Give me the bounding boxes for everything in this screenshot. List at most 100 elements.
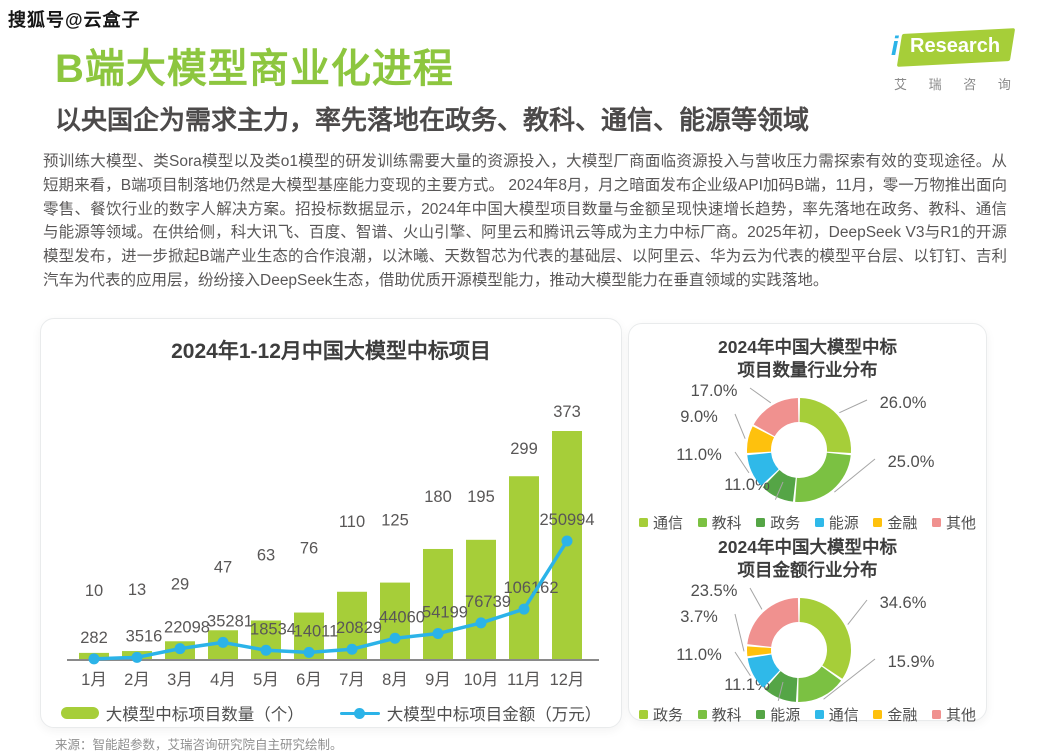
bar-value-label: 13 bbox=[128, 581, 146, 599]
donut-percent-label: 26.0% bbox=[880, 394, 927, 412]
label-leader-line bbox=[734, 651, 751, 677]
donut-slice-教科 bbox=[795, 452, 851, 502]
donut-slice-能源 bbox=[764, 671, 798, 702]
donut-legend-item: 其他 bbox=[931, 704, 976, 725]
donut-percent-label: 15.9% bbox=[888, 653, 935, 671]
bar-chart-title: 2024年1-12月中国大模型中标项目 bbox=[171, 340, 491, 363]
donut-legend-item: 能源 bbox=[814, 512, 859, 533]
bar-line-chart-card: 2024年1-12月中国大模型中标项目 10 13 29 47 63 76 110 125 18… bbox=[40, 318, 622, 728]
bar bbox=[509, 476, 539, 659]
legend-label: 教科 bbox=[711, 707, 742, 724]
bar-legend-label: 大模型中标项目数量（个） bbox=[105, 706, 304, 724]
donut-legend-item: 其他 bbox=[931, 512, 976, 533]
line-value-label: 20829 bbox=[336, 619, 382, 637]
donut-slice-政务 bbox=[799, 598, 851, 679]
x-axis-label: 2月 bbox=[124, 671, 150, 689]
legend-label: 政务 bbox=[770, 515, 801, 532]
x-axis-label: 12月 bbox=[550, 671, 585, 689]
legend-swatch bbox=[756, 518, 766, 527]
label-leader-line bbox=[734, 451, 750, 474]
line-value-label: 282 bbox=[80, 629, 108, 647]
bar bbox=[380, 582, 410, 659]
donut1-title-line2: 项目数量行业分布 bbox=[737, 360, 878, 380]
iresearch-logo-mark: i Research bbox=[888, 28, 1020, 67]
legend-label: 能源 bbox=[828, 515, 859, 532]
legend-label: 政务 bbox=[653, 707, 684, 724]
line-marker bbox=[174, 643, 186, 655]
line-value-label: 35281 bbox=[207, 612, 253, 630]
line-legend-dot bbox=[353, 707, 365, 719]
bar-value-label: 125 bbox=[381, 512, 409, 530]
line-value-label: 54199 bbox=[422, 604, 468, 622]
donut-percent-label: 11.0% bbox=[676, 446, 722, 464]
label-leader-line bbox=[834, 458, 876, 493]
donut-percent-label: 25.0% bbox=[888, 453, 935, 471]
legend-swatch bbox=[639, 710, 648, 719]
line-marker bbox=[518, 603, 530, 615]
legend-swatch bbox=[697, 710, 707, 719]
line-marker bbox=[260, 644, 272, 656]
legend-label: 其他 bbox=[945, 707, 976, 724]
line-marker bbox=[432, 628, 444, 640]
x-axis-label: 1月 bbox=[81, 671, 107, 689]
legend-label: 教科 bbox=[711, 515, 742, 532]
bar-value-label: 47 bbox=[214, 558, 232, 576]
bar-value-label: 373 bbox=[553, 403, 581, 421]
donut-legend-item: 金融 bbox=[873, 512, 917, 533]
donut-legend-item: 通信 bbox=[814, 704, 859, 725]
bar bbox=[423, 548, 453, 659]
donut1-legend: 通信 教科 政务 能源 金融 其他 bbox=[639, 512, 976, 533]
line-value-label: 44060 bbox=[379, 608, 425, 626]
donut-slice-能源 bbox=[747, 452, 779, 486]
bar-value-label: 63 bbox=[257, 546, 275, 564]
line-value-label: 76739 bbox=[465, 593, 511, 611]
label-leader-line bbox=[777, 681, 784, 702]
bar-value-label: 76 bbox=[300, 540, 318, 558]
x-axis-label: 9月 bbox=[425, 671, 451, 689]
iresearch-logo: i Research 艾 瑞 咨 询 bbox=[888, 28, 1020, 94]
bar-value-label: 195 bbox=[467, 488, 495, 506]
donut-chart-count: 26.0%25.0%11.0%11.0%9.0%17.0% bbox=[676, 382, 935, 502]
line-marker bbox=[303, 646, 315, 658]
legend-swatch bbox=[931, 518, 941, 527]
x-axis-label: 8月 bbox=[382, 671, 408, 689]
line-value-label: 106162 bbox=[503, 579, 558, 597]
bar-chart-legend: 大模型中标项目数量（个） 大模型中标项目金额（万元） bbox=[41, 701, 621, 725]
legend-label: 金融 bbox=[887, 707, 918, 724]
logo-research: Research bbox=[910, 35, 1001, 57]
body-paragraph: 预训练大模型、类Sora模型以及类o1模型的研发训练需要大量的资源投入，大模型厂… bbox=[43, 153, 1007, 289]
legend-swatch bbox=[697, 518, 707, 527]
donut2-title-line1: 2024年中国大模型中标 bbox=[718, 537, 897, 557]
x-axis-label: 7月 bbox=[339, 671, 365, 689]
legend-label: 通信 bbox=[653, 515, 684, 532]
x-axis-label: 5月 bbox=[253, 671, 279, 689]
line-legend-label: 大模型中标项目金额（万元） bbox=[386, 706, 602, 724]
bar-value-label: 10 bbox=[85, 582, 103, 600]
bar bbox=[466, 539, 496, 659]
line-marker bbox=[561, 535, 573, 547]
line-marker bbox=[131, 651, 143, 663]
source-note: 来源：智能超参数，艾瑞咨询研究院自主研究绘制。 bbox=[55, 738, 343, 752]
legend-label: 通信 bbox=[828, 707, 859, 724]
bar-value-label: 29 bbox=[171, 575, 189, 593]
donut-legend-item: 教科 bbox=[697, 512, 742, 533]
donut1-title-line1: 2024年中国大模型中标 bbox=[718, 337, 897, 357]
donut-slice-其他 bbox=[747, 598, 799, 647]
x-axis-label: 10月 bbox=[464, 671, 499, 689]
donut-legend-item: 政务 bbox=[639, 704, 683, 725]
donut-percent-label: 34.6% bbox=[880, 594, 927, 612]
legend-swatch bbox=[873, 518, 883, 527]
label-leader-line bbox=[734, 413, 746, 439]
bar-value-label: 180 bbox=[424, 488, 452, 506]
line-value-label: 14011 bbox=[294, 622, 339, 640]
bar-value-label: 299 bbox=[510, 440, 538, 458]
legend-swatch bbox=[873, 710, 883, 719]
line-legend-swatch bbox=[339, 707, 380, 720]
donut-charts-card: 2024年中国大模型中标 项目数量行业分布 26.0% 25.0% 11.0% 11.… bbox=[628, 323, 987, 724]
legend-swatch bbox=[814, 518, 824, 527]
donut-percent-label: 3.7% bbox=[680, 608, 718, 626]
legend-swatch bbox=[814, 710, 824, 719]
legend-swatch bbox=[639, 518, 648, 527]
legend-label: 其他 bbox=[945, 515, 976, 532]
bar-legend-swatch bbox=[60, 707, 99, 719]
